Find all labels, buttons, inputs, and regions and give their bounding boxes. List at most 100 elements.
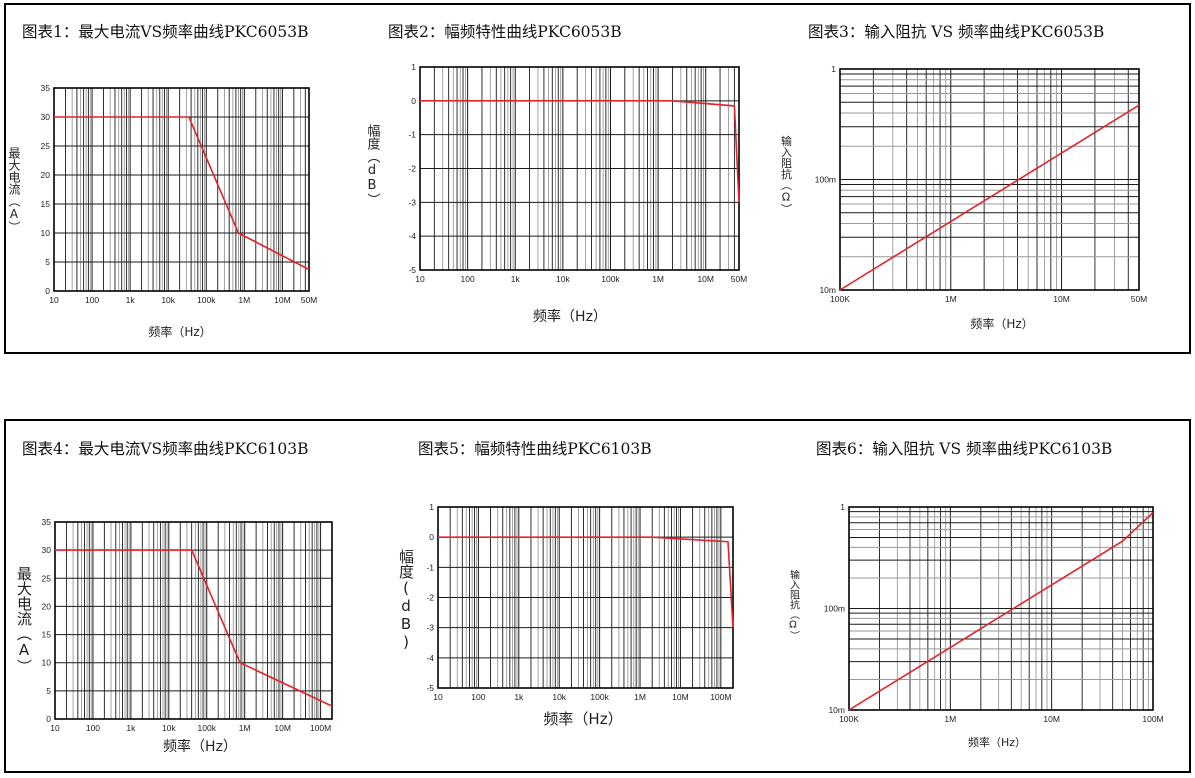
x-tick-label: 10 bbox=[433, 692, 443, 702]
x-tick-label: 100 bbox=[471, 692, 485, 702]
x-tick-label: 100 bbox=[461, 274, 475, 284]
x-tick-label: 100k bbox=[198, 723, 217, 733]
x-tick-label: 1M bbox=[652, 274, 664, 284]
plot-frame bbox=[839, 68, 1140, 291]
y-axis-label: 输入阻抗（Ω） bbox=[780, 134, 793, 214]
plot-frame bbox=[848, 506, 1154, 711]
x-tick-label: 100K bbox=[839, 714, 859, 724]
x-axis-label: 频率（Hz） bbox=[163, 738, 237, 755]
y-tick-label: -4 bbox=[408, 231, 416, 241]
y-tick-label: 15 bbox=[41, 199, 51, 209]
plot-frame bbox=[53, 87, 310, 292]
y-tick-label: 10 bbox=[42, 658, 52, 668]
y-tick-label: 10m bbox=[828, 705, 845, 715]
panel-pkc6053b bbox=[4, 3, 1191, 354]
y-tick-label: -1 bbox=[426, 562, 434, 572]
y-tick-label: 25 bbox=[41, 141, 51, 151]
y-tick-label: 30 bbox=[42, 545, 52, 555]
y-tick-label: -2 bbox=[426, 593, 434, 603]
y-tick-label: 0 bbox=[429, 532, 434, 542]
chart-5-title: 图表5：幅频特性曲线PKC6103B bbox=[418, 440, 652, 458]
x-axis-label: 频率（Hz） bbox=[970, 316, 1033, 331]
x-tick-label: 10M bbox=[1043, 714, 1060, 724]
chart-5: 10 100 1k 10k 100k 1M 10M 100M10-1-2-3-4-5频率（Hz… bbox=[397, 502, 734, 728]
y-tick-label: 10m bbox=[819, 285, 836, 295]
x-tick-label: 10M bbox=[274, 723, 291, 733]
x-axis-label: 频率（Hz） bbox=[533, 308, 607, 325]
y-tick-label: 100m bbox=[824, 604, 845, 614]
data-line bbox=[438, 536, 734, 628]
y-tick-label: 35 bbox=[42, 517, 52, 527]
x-tick-label: 10k bbox=[556, 274, 570, 284]
y-tick-label: 1 bbox=[840, 502, 845, 512]
y-tick-label: 10 bbox=[41, 228, 51, 238]
chart-1-title: 图表1：最大电流VS频率曲线PKC6053B bbox=[22, 23, 309, 41]
chart-2: 10 100 1k 10k 100k 1M 10M 50M10-1-2-3-4-5频率（Hz）… bbox=[365, 62, 748, 325]
x-tick-label: 10M bbox=[697, 274, 714, 284]
x-tick-label: 100k bbox=[197, 295, 216, 305]
y-axis-label: 幅度（dB） bbox=[365, 124, 381, 206]
x-tick-label: 100 bbox=[86, 723, 100, 733]
x-tick-label: 10k bbox=[161, 295, 175, 305]
x-tick-label: 50M bbox=[301, 295, 318, 305]
x-tick-label: 10M bbox=[274, 295, 291, 305]
y-tick-label: 35 bbox=[41, 83, 51, 93]
x-tick-label: 10 bbox=[415, 274, 425, 284]
chart-1: 10 100 1k 10k 100k 1M 10M 50M 0 5 10 15 20 25 30 35 频率（H… bbox=[7, 83, 317, 339]
y-tick-label: -1 bbox=[408, 130, 416, 140]
x-tick-label: 100M bbox=[710, 692, 731, 702]
x-tick-label: 50M bbox=[1131, 294, 1148, 304]
data-line bbox=[55, 549, 333, 707]
x-axis-label: 频率（Hz） bbox=[148, 324, 211, 339]
x-tick-label: 50M bbox=[731, 274, 748, 284]
data-line bbox=[848, 512, 1154, 711]
plot-frame bbox=[54, 521, 333, 720]
chart-6: 100K 1M 10M 100M 10m 100m 1 频率（Hz） 输入阻抗（Ω） bbox=[788, 502, 1164, 749]
y-tick-label: 0 bbox=[46, 714, 51, 724]
y-tick-label: 25 bbox=[42, 573, 52, 583]
y-tick-label: 20 bbox=[42, 601, 52, 611]
y-axis-label: 最大电流（A） bbox=[7, 147, 21, 233]
y-tick-label: 15 bbox=[42, 630, 52, 640]
y-tick-label: 5 bbox=[45, 257, 50, 267]
x-tick-label: 100K bbox=[830, 294, 850, 304]
chart-2-title: 图表2：幅频特性曲线PKC6053B bbox=[388, 23, 622, 41]
data-line bbox=[839, 104, 1140, 291]
y-tick-label: -4 bbox=[426, 653, 434, 663]
x-tick-label: 1M bbox=[634, 692, 646, 702]
y-tick-label: 5 bbox=[46, 686, 51, 696]
chart-4-title: 图表4：最大电流VS频率曲线PKC6103B bbox=[22, 440, 309, 458]
y-tick-label: 20 bbox=[41, 170, 51, 180]
x-axis-label: 频率（Hz） bbox=[543, 710, 622, 728]
y-tick-label: -5 bbox=[408, 265, 416, 275]
x-tick-label: 10k bbox=[162, 723, 176, 733]
x-tick-label: 100M bbox=[310, 723, 331, 733]
x-tick-label: 1M bbox=[238, 295, 250, 305]
x-tick-label: 10k bbox=[552, 692, 566, 702]
x-tick-label: 1k bbox=[126, 723, 136, 733]
y-tick-label: -3 bbox=[426, 623, 434, 633]
x-tick-label: 100 bbox=[85, 295, 99, 305]
x-tick-label: 10 bbox=[50, 723, 60, 733]
chart-6-title: 图表6：输入阻抗 VS 频率曲线PKC6103B bbox=[816, 440, 1113, 458]
x-tick-label: 100k bbox=[590, 692, 609, 702]
plot-frame bbox=[437, 506, 734, 689]
x-tick-label: 10M bbox=[672, 692, 689, 702]
x-tick-label: 1M bbox=[944, 714, 956, 724]
x-tick-label: 1k bbox=[126, 295, 136, 305]
y-axis-label: 幅度(dB) bbox=[397, 549, 415, 651]
y-tick-label: 100m bbox=[815, 175, 836, 185]
x-tick-label: 10M bbox=[1053, 294, 1070, 304]
data-line bbox=[54, 116, 310, 271]
x-tick-label: 1k bbox=[514, 692, 524, 702]
data-line bbox=[420, 100, 740, 203]
y-axis-label: 输入阻抗（Ω） bbox=[788, 568, 800, 640]
x-tick-label: 1M bbox=[945, 294, 957, 304]
y-tick-label: 1 bbox=[411, 62, 416, 72]
y-tick-label: -2 bbox=[408, 164, 416, 174]
y-tick-label: -3 bbox=[408, 197, 416, 207]
plot-frame bbox=[419, 66, 740, 271]
y-tick-label: 0 bbox=[45, 286, 50, 296]
x-tick-label: 100k bbox=[601, 274, 620, 284]
